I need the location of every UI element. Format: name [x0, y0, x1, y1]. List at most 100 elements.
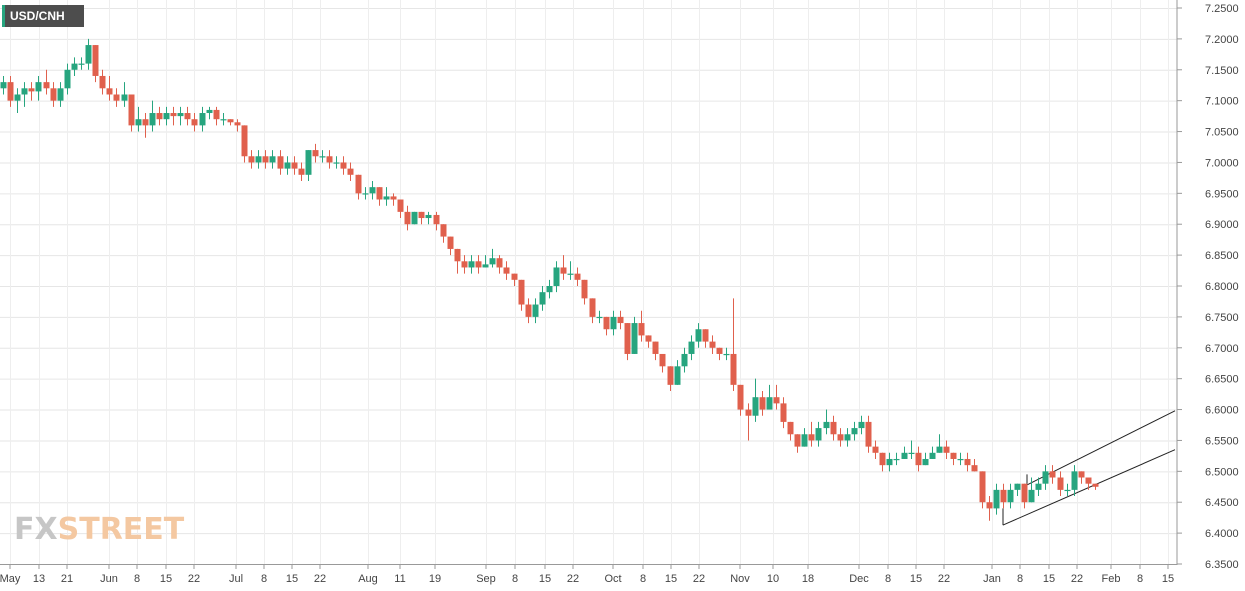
x-tick-label: 22	[1071, 573, 1083, 585]
candle-body	[581, 279, 588, 299]
candle-body	[865, 421, 872, 447]
y-tick-label: 6.9000	[1205, 219, 1239, 231]
candle-body	[461, 261, 468, 268]
candle-body	[298, 168, 305, 175]
candle-body	[667, 366, 674, 385]
candle-body	[1007, 489, 1014, 503]
candle-body	[652, 341, 659, 354]
candle-body	[915, 452, 922, 466]
candle-body	[929, 452, 936, 459]
logo-fx: FX	[14, 512, 58, 547]
candle-body	[0, 82, 7, 89]
candle-body	[936, 446, 943, 453]
x-tick-label: 15	[539, 573, 551, 585]
x-tick-label: Jun	[100, 573, 118, 585]
candle-body	[808, 434, 815, 441]
x-tick-label: Jan	[983, 573, 1001, 585]
candle-body	[695, 329, 702, 342]
candle-body	[709, 341, 716, 348]
candle-body	[269, 156, 276, 163]
candle-body	[752, 397, 759, 416]
candle-body	[503, 267, 510, 274]
x-tick-label: Oct	[604, 573, 621, 585]
candle-body	[801, 434, 808, 447]
candle-body	[425, 214, 432, 219]
candle-body	[986, 502, 993, 509]
candle-body	[333, 162, 340, 164]
candle-body	[893, 458, 900, 461]
candle-body	[64, 69, 71, 89]
candle-body	[248, 156, 255, 163]
candle-body	[794, 434, 801, 447]
x-tick-label: 8	[885, 573, 891, 585]
candle-body	[369, 187, 376, 194]
candle-body	[1049, 471, 1056, 478]
candle-body	[518, 279, 525, 305]
candle-body	[340, 162, 347, 169]
x-tick-label: 15	[1162, 573, 1174, 585]
candle-body	[227, 119, 234, 123]
candle-body	[43, 82, 50, 89]
candle-body	[177, 113, 184, 117]
candle-body	[255, 156, 262, 163]
x-tick-label: 8	[1017, 573, 1023, 585]
candle-body	[121, 94, 128, 101]
candle-body	[525, 304, 532, 317]
candle-body	[1057, 477, 1064, 490]
candle-body	[943, 446, 950, 453]
candle-body	[901, 452, 908, 459]
x-tick-label: Nov	[730, 573, 750, 585]
candle-body	[390, 196, 397, 200]
candle-body	[71, 63, 78, 70]
candle-body	[624, 323, 631, 354]
candle-body	[539, 292, 546, 305]
x-tick-label: 18	[802, 573, 814, 585]
candle-body	[546, 286, 553, 293]
y-tick-label: 7.1500	[1205, 65, 1239, 77]
candle-body	[21, 88, 28, 95]
candles	[0, 38, 1099, 521]
candle-body	[440, 224, 447, 237]
candle-body	[858, 421, 865, 429]
y-tick-label: 6.4000	[1205, 528, 1239, 540]
candle-body	[347, 168, 354, 175]
candle-body	[99, 75, 106, 89]
candle-body	[872, 446, 879, 453]
x-tick-label: 13	[33, 573, 45, 585]
candle-body	[262, 156, 269, 163]
candle-body	[149, 113, 156, 126]
candle-body	[50, 88, 57, 101]
x-tick-label: 8	[512, 573, 518, 585]
candle-body	[113, 94, 120, 101]
candle-body	[206, 109, 213, 114]
candle-body	[362, 193, 369, 195]
candle-body	[1085, 477, 1092, 484]
x-axis: May 13 21 Jun 8 15 22 Jul 8 15 22 Aug 11 19 Sep 8 15 22 Oc…	[0, 564, 1174, 585]
candle-body	[603, 316, 610, 330]
candle-body	[454, 248, 461, 262]
candle-body	[567, 273, 574, 275]
candle-body	[383, 196, 390, 200]
x-tick-label: 22	[314, 573, 326, 585]
candle-body	[950, 452, 957, 459]
y-tick-label: 6.7500	[1205, 312, 1239, 324]
candle-body	[170, 113, 177, 117]
candle-body	[681, 353, 688, 367]
y-tick-label: 7.1000	[1205, 96, 1239, 108]
candle-body	[142, 119, 149, 126]
candle-body	[688, 341, 695, 354]
candle-body	[1021, 483, 1028, 503]
candle-body	[730, 353, 737, 385]
candle-body	[277, 156, 284, 169]
y-tick-label: 6.9500	[1205, 188, 1239, 200]
candle-body	[766, 397, 773, 410]
candle-body	[475, 261, 482, 268]
candle-body	[532, 304, 539, 317]
x-tick-label: 19	[429, 573, 441, 585]
candle-body	[908, 452, 915, 454]
candle-body	[553, 267, 560, 286]
candle-body	[879, 452, 886, 466]
candle-body	[35, 82, 42, 92]
candle-body	[596, 316, 603, 319]
